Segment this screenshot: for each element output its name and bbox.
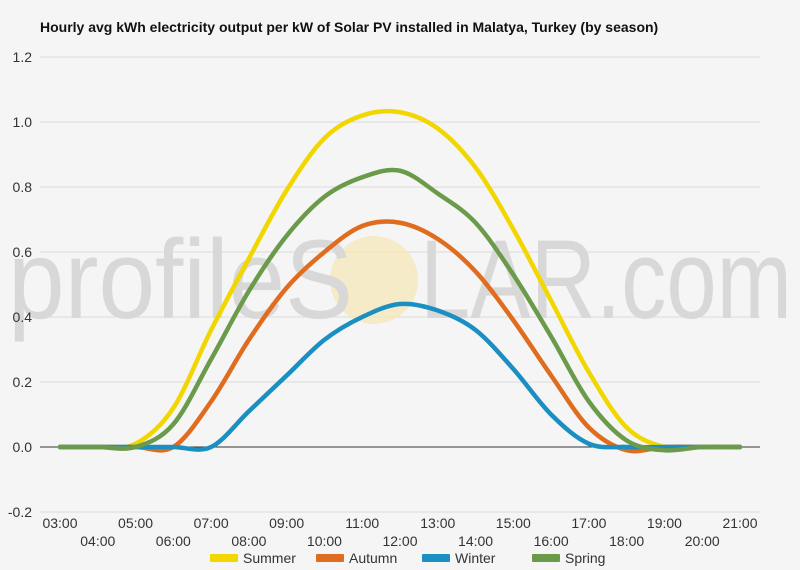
x-tick-label: 03:00 — [42, 515, 77, 531]
x-tick-label: 15:00 — [496, 515, 531, 531]
watermark-text-left: profileS — [8, 217, 353, 342]
y-axis-ticks: -0.2 0.0 0.2 0.4 0.6 0.8 1.0 1.2 — [8, 49, 32, 520]
x-tick-label: 10:00 — [307, 533, 342, 549]
x-tick-label: 07:00 — [194, 515, 229, 531]
x-axis-ticks: 03:0004:0005:0006:0007:0008:0009:0010:00… — [42, 515, 757, 549]
y-tick-label: 1.0 — [13, 114, 33, 130]
legend-label-autumn[interactable]: Autumn — [349, 550, 397, 566]
series-layer — [57, 108, 743, 454]
chart-title: Hourly avg kWh electricity output per kW… — [40, 19, 659, 35]
x-tick-label: 06:00 — [156, 533, 191, 549]
x-tick-label: 13:00 — [420, 515, 455, 531]
legend[interactable]: Summer Autumn Winter Spring — [210, 550, 605, 566]
x-tick-label: 14:00 — [458, 533, 493, 549]
legend-label-spring[interactable]: Spring — [565, 550, 605, 566]
x-tick-label: 16:00 — [534, 533, 569, 549]
x-tick-label: 08:00 — [231, 533, 266, 549]
legend-label-summer[interactable]: Summer — [243, 550, 296, 566]
legend-swatch-spring[interactable] — [532, 554, 560, 562]
series-line-winter — [57, 301, 743, 452]
series-line-spring — [57, 167, 743, 453]
y-tick-label: 0.0 — [13, 439, 33, 455]
y-tick-label: 0.4 — [13, 309, 33, 325]
x-tick-label: 05:00 — [118, 515, 153, 531]
x-tick-label: 12:00 — [382, 533, 417, 549]
y-tick-label: 0.6 — [13, 244, 33, 260]
x-tick-label: 11:00 — [345, 515, 379, 531]
x-tick-label: 20:00 — [685, 533, 720, 549]
y-tick-label: -0.2 — [8, 504, 32, 520]
watermark-text-right: LAR.com — [420, 217, 792, 342]
y-tick-label: 1.2 — [13, 49, 33, 65]
legend-label-winter[interactable]: Winter — [455, 550, 496, 566]
y-tick-label: 0.8 — [13, 179, 33, 195]
x-tick-label: 21:00 — [722, 515, 757, 531]
y-tick-label: 0.2 — [13, 374, 33, 390]
x-tick-label: 18:00 — [609, 533, 644, 549]
watermark: profileS LAR.com — [8, 217, 792, 342]
legend-swatch-autumn[interactable] — [316, 554, 344, 562]
legend-swatch-winter[interactable] — [422, 554, 450, 562]
series-line-summer — [57, 108, 743, 451]
watermark-sun-icon — [330, 236, 418, 324]
x-tick-label: 04:00 — [80, 533, 115, 549]
legend-swatch-summer[interactable] — [210, 554, 238, 562]
x-tick-label: 19:00 — [647, 515, 682, 531]
x-tick-label: 09:00 — [269, 515, 304, 531]
x-tick-label: 17:00 — [571, 515, 606, 531]
